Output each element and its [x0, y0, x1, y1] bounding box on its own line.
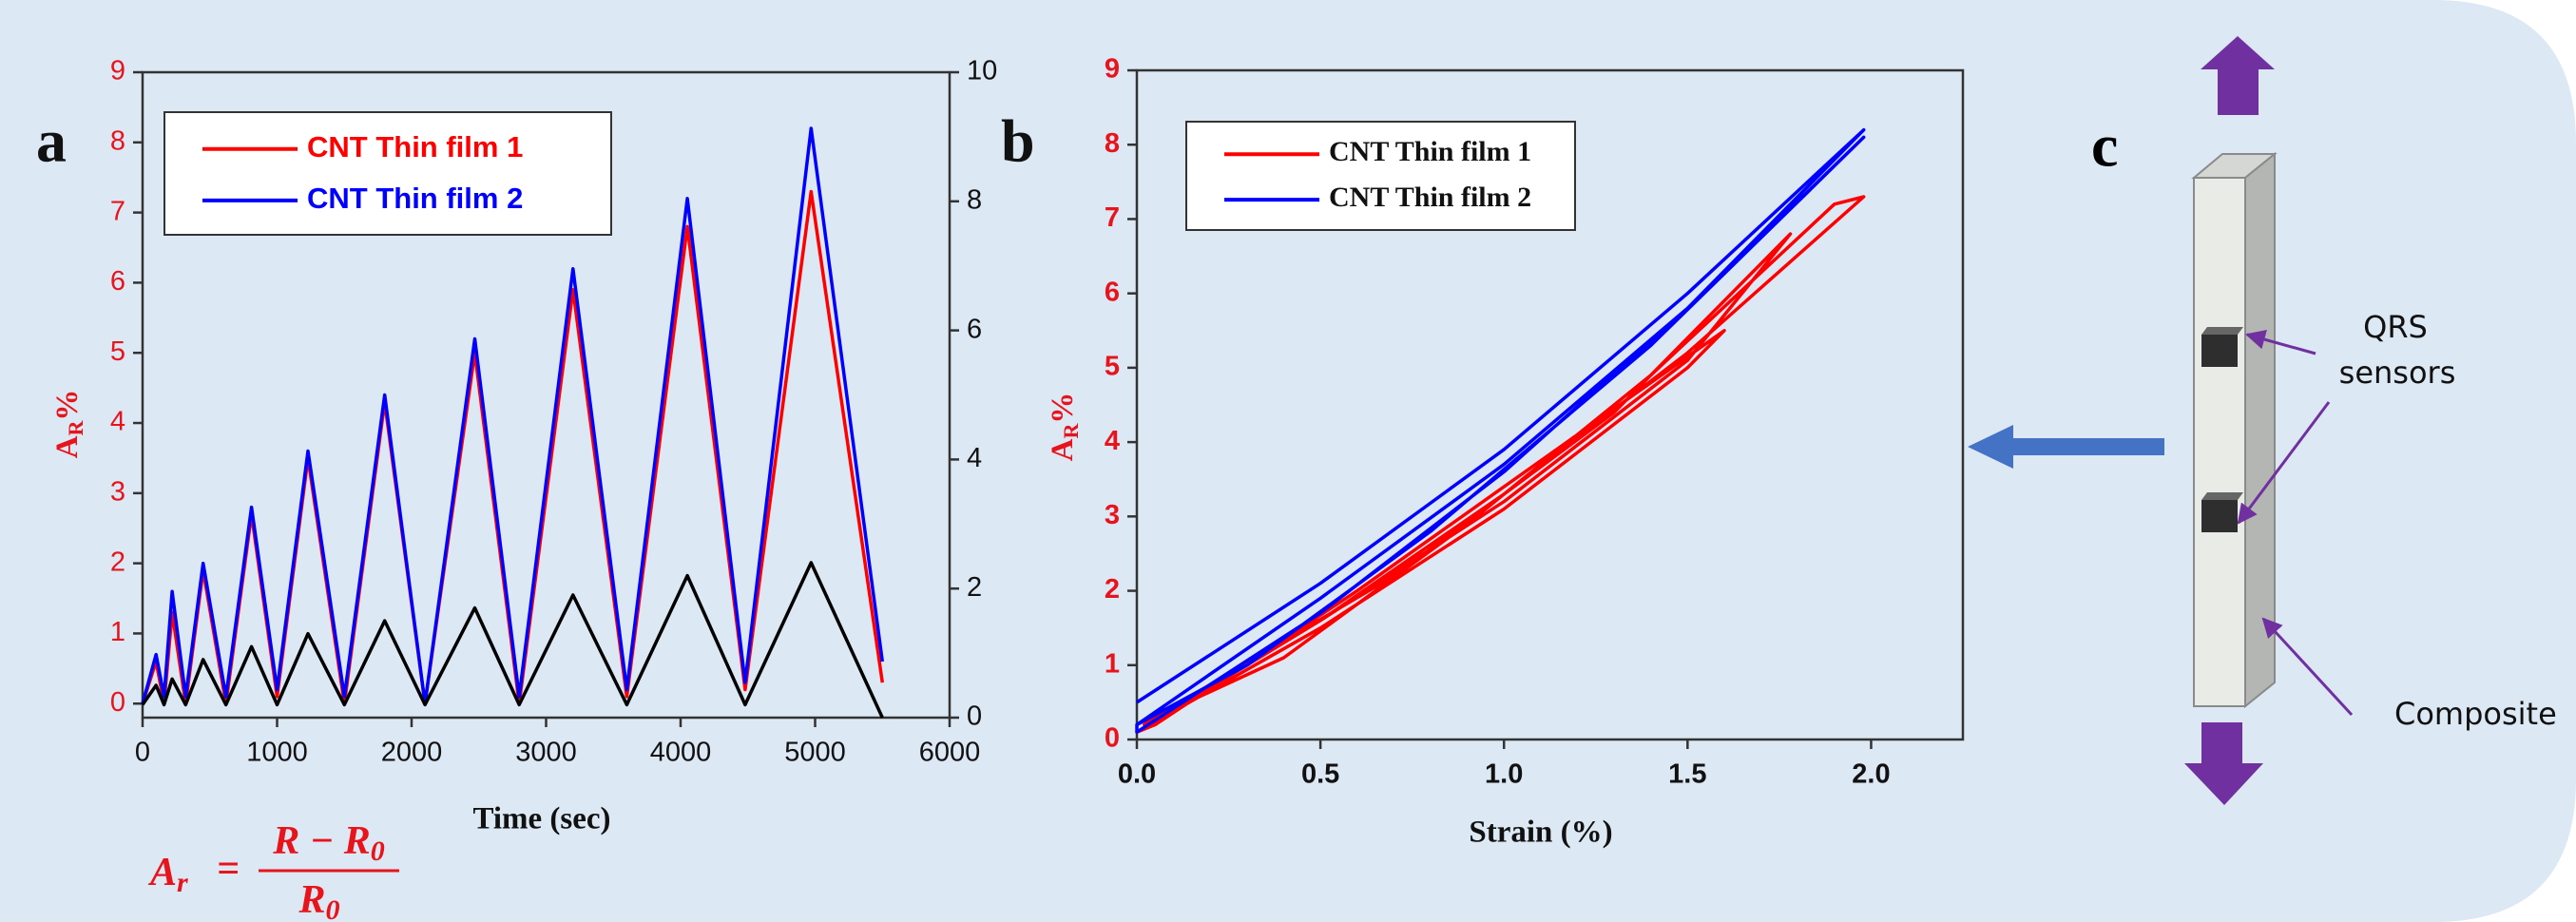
- x-tick-label: 0.0: [1118, 759, 1156, 790]
- pull-arrow-down: [2184, 722, 2263, 805]
- x-axis-title: Time (sec): [472, 802, 610, 836]
- y-tick-label: 0: [1105, 723, 1120, 754]
- formula-lhs-main: A: [147, 851, 177, 894]
- pointer: [2261, 617, 2354, 717]
- bar-front: [2193, 177, 2246, 707]
- pull-arrow-up: [2201, 36, 2275, 115]
- bar-side: [2244, 151, 2276, 709]
- sensor-label: QRS: [2363, 309, 2428, 345]
- series-line: [141, 126, 885, 705]
- legend-label: CNT Thin film 1: [307, 130, 523, 163]
- sensor: [2201, 492, 2243, 532]
- pointer: [2244, 329, 2316, 355]
- plot-frame: [1135, 68, 1965, 741]
- series-line: [1135, 127, 1866, 734]
- formula-numerator-sub: 0: [371, 836, 385, 867]
- x-tick-label: 6000: [919, 738, 981, 768]
- y-tick-label: 6: [1105, 277, 1120, 307]
- y2-tick-label: 6: [967, 314, 982, 344]
- y-axis-title-suffix: %: [1046, 393, 1080, 424]
- y-tick-label: 7: [1105, 202, 1120, 233]
- formula-denominator: R0: [298, 878, 339, 922]
- y2-tick-label: 2: [967, 572, 982, 603]
- y-tick-label: 7: [110, 196, 125, 226]
- panel-letter: b: [1001, 107, 1035, 175]
- chart-panel: 0 1000 2000 3000 4000 5000 6000 0 1 2 3 4 5 6 7 8 9 0 2 4 6 8…: [36, 56, 997, 836]
- y-tick-label: 2: [1105, 574, 1120, 605]
- y2-tick-label: 10: [967, 56, 997, 86]
- y2-tick-label: 0: [967, 701, 982, 732]
- composite-label: Composite: [2394, 696, 2557, 732]
- formula-lhs-sub: r: [177, 867, 188, 898]
- x-tick-label: 2.0: [1852, 759, 1890, 790]
- y-tick-label: 3: [1105, 500, 1120, 530]
- diagram: c QRS sensors Composite: [2091, 36, 2557, 805]
- x-tick-label: 5000: [784, 738, 846, 768]
- y-tick-label: 3: [110, 476, 125, 507]
- pointer: [2237, 401, 2331, 525]
- series-line: [1135, 195, 1866, 734]
- y-tick-label: 5: [110, 336, 125, 367]
- formula-equals: =: [217, 848, 240, 892]
- y-tick-label: 4: [110, 407, 125, 437]
- y-tick-label: 9: [110, 56, 125, 86]
- panel-letter: c: [2091, 112, 2118, 180]
- formula-lhs: Ar: [147, 851, 188, 898]
- y-axis-title: AR%: [50, 390, 87, 459]
- y-axis-title-main: A: [50, 435, 85, 458]
- legend-label: CNT Thin film 2: [1329, 182, 1531, 213]
- x-tick-label: 0.5: [1301, 759, 1339, 790]
- formula-numerator: R − R0: [272, 819, 384, 867]
- panel-letter: a: [36, 107, 67, 175]
- series-line: [141, 561, 884, 719]
- x-tick-label: 1000: [246, 738, 308, 768]
- x-tick-label: 0: [135, 738, 150, 768]
- formula-denominator-main: R: [298, 878, 325, 922]
- x-tick-label: 4000: [650, 738, 712, 768]
- x-axis-title: Strain (%): [1469, 816, 1612, 850]
- y-axis-title-sub: R: [1059, 423, 1083, 439]
- y-tick-label: 9: [1105, 54, 1120, 85]
- legend-box: [163, 111, 612, 236]
- legend-label: CNT Thin film 2: [307, 182, 523, 215]
- x-tick-label: 2000: [381, 738, 443, 768]
- x-tick-label: 1.0: [1485, 759, 1523, 790]
- y-axis-title: AR%: [1046, 393, 1083, 462]
- y-tick-label: 0: [110, 687, 125, 718]
- formula: Ar = R − R0 R0: [147, 819, 399, 922]
- y-tick-label: 4: [1105, 426, 1120, 456]
- x-tick-label: 3000: [515, 738, 577, 768]
- x-tick-label: 1.5: [1668, 759, 1706, 790]
- y-axis-title-suffix: %: [50, 390, 85, 421]
- sensor-label: sensors: [2339, 355, 2456, 391]
- formula-denominator-sub: 0: [326, 894, 340, 922]
- link-arrow: [1968, 425, 2164, 469]
- y-tick-label: 1: [1105, 648, 1120, 679]
- y-tick-label: 6: [110, 266, 125, 297]
- legend-label: CNT Thin film 1: [1329, 136, 1531, 167]
- legend-box: [1185, 121, 1576, 231]
- formula-numerator-main: R − R: [272, 819, 370, 863]
- sensor: [2201, 327, 2243, 367]
- y-tick-label: 8: [1105, 128, 1120, 159]
- y-tick-label: 2: [110, 547, 125, 577]
- chart-panel: 0.0 0.5 1.0 1.5 2.0 0 1 2 3 4 5 6 7 8 9 CNT Thin film 1…: [1001, 54, 1965, 850]
- y-tick-label: 5: [1105, 352, 1120, 382]
- y-tick-label: 1: [110, 617, 125, 647]
- y-tick-label: 8: [110, 125, 125, 156]
- y-axis-title-sub: R: [64, 420, 87, 436]
- y2-tick-label: 4: [967, 443, 982, 473]
- y2-tick-label: 8: [967, 184, 982, 215]
- y-axis-title-main: A: [1046, 438, 1080, 461]
